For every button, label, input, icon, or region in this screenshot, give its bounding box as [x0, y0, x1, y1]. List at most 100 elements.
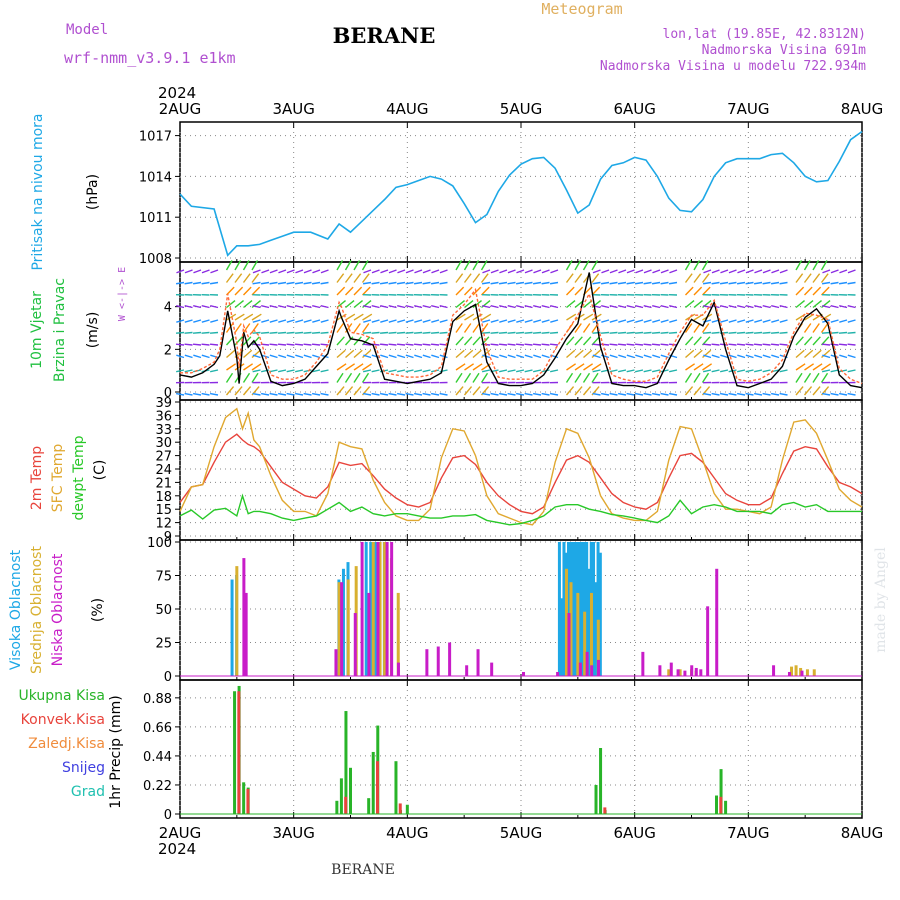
bar-clouds: [582, 542, 586, 676]
wind-arrow: [278, 354, 287, 359]
wind-arrow: [804, 300, 814, 309]
wind-arrow: [295, 354, 304, 359]
wind-arrow: [779, 319, 788, 323]
tick-label-y: 15: [155, 503, 172, 518]
wind-arrow: [353, 260, 361, 271]
wind-arrow: [754, 369, 763, 373]
wind-arrow: [269, 354, 278, 359]
wind-arrow: [413, 281, 423, 285]
panels: 1008 1011 1014 1017 Pritisak na nivou mora (h…: [8, 113, 863, 823]
wind-arrow: [379, 281, 389, 285]
wind-arrow: [379, 392, 389, 396]
wind-arrow: [753, 343, 763, 346]
bar-clouds: [596, 619, 600, 676]
wind-arrow: [566, 313, 577, 321]
wind-arrow: [609, 369, 618, 373]
wind-arrow: [565, 336, 575, 346]
wind-arrow: [803, 336, 813, 346]
wind-arrow: [251, 363, 262, 371]
wind-arrow: [201, 305, 210, 309]
wind-arrow: [515, 331, 525, 334]
wind-arrow: [754, 354, 763, 359]
wind-arrow: [711, 354, 720, 359]
wind-arrow: [277, 343, 287, 346]
wind-arrow: [803, 323, 812, 333]
wind-arrow: [192, 343, 202, 346]
wind-arrow: [463, 260, 471, 271]
wind-arrow: [693, 273, 702, 283]
time-label-top: 6AUG: [613, 100, 655, 118]
wind-arrow: [209, 392, 219, 396]
wind-arrow: [455, 286, 465, 296]
bar-clouds: [235, 566, 239, 676]
wind-arrow: [269, 269, 278, 274]
wind-arrow: [463, 273, 472, 283]
bar-precip: [339, 778, 343, 814]
wind-arrow: [635, 319, 644, 323]
wind-arrow: [812, 372, 820, 383]
wind-arrow: [582, 260, 590, 271]
bar-clouds: [340, 582, 344, 676]
wind-arrow: [242, 336, 252, 346]
wind-arrow: [643, 369, 652, 373]
wind-arrow: [388, 331, 397, 334]
wind-arrow: [480, 273, 489, 283]
wind-arrow: [651, 392, 661, 396]
wind-arrow: [728, 354, 737, 359]
bar-clouds: [244, 592, 248, 676]
bar-clouds: [578, 662, 582, 676]
tick-label-y: 30: [155, 436, 172, 451]
wind-arrow: [771, 269, 780, 274]
wind-arrow: [643, 305, 652, 309]
wind-arrow: [693, 300, 703, 309]
wind-arrow: [277, 392, 287, 396]
wind-arrow: [574, 336, 583, 346]
bar-clouds: [676, 669, 680, 676]
wind-arrow: [361, 323, 370, 333]
bar-clouds: [690, 665, 694, 676]
wind-arrow: [830, 343, 839, 346]
wind-arrow: [601, 319, 610, 323]
series-line-gust: [180, 287, 863, 385]
wind-arrow: [626, 281, 635, 285]
bar-clouds: [564, 568, 568, 676]
wind-arrow: [311, 343, 321, 346]
wind-arrow: [336, 323, 344, 333]
wind-arrow: [336, 336, 345, 346]
legend-precip-3: Snijeg: [62, 760, 105, 776]
wind-arrow: [176, 319, 185, 323]
wind-arrow: [294, 281, 304, 285]
wind-arrow: [184, 392, 193, 396]
wind-arrow: [463, 323, 472, 333]
wind-arrow: [363, 354, 372, 359]
wind-arrow: [234, 300, 244, 309]
wind-arrow: [472, 386, 481, 396]
wind-arrow: [242, 372, 251, 383]
tick-label-y: 39: [155, 396, 172, 411]
wind-arrow: [261, 319, 270, 323]
wind-arrow: [482, 305, 491, 309]
bar-clouds: [369, 542, 373, 676]
wind-arrow: [591, 260, 599, 271]
wind-arrow: [295, 305, 304, 309]
wind-arrow: [847, 369, 856, 373]
wind-arrow: [361, 260, 369, 271]
wind-arrow: [847, 343, 856, 346]
wind-arrow: [830, 331, 839, 334]
wind-arrow: [684, 286, 694, 296]
wind-arrow: [252, 269, 261, 274]
bar-precip: [242, 782, 246, 814]
wind-arrow: [345, 313, 356, 321]
wind-arrow: [380, 319, 389, 323]
bar-clouds: [790, 666, 794, 676]
wind-arrow: [719, 281, 729, 285]
wind-arrow: [269, 281, 278, 285]
bar-clouds: [360, 542, 364, 676]
wind-arrow: [481, 281, 491, 285]
wind-arrow: [362, 363, 373, 371]
wind-arrow: [839, 369, 848, 373]
grid-lines: [175, 400, 863, 540]
wind-arrow: [702, 363, 713, 371]
bar-precip: [371, 751, 375, 814]
